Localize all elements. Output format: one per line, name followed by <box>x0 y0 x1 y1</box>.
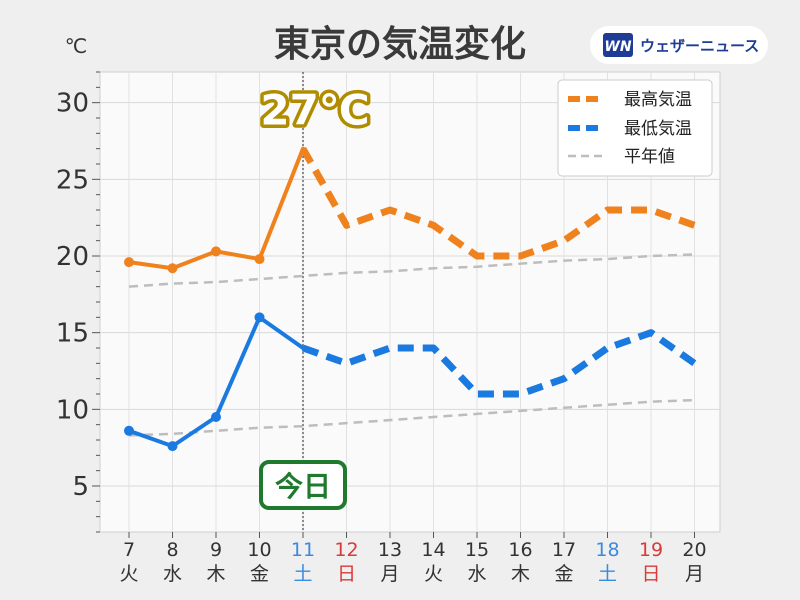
x-tick-weekday: 日 <box>641 563 660 585</box>
y-tick-label: 30 <box>56 89 89 119</box>
x-tick-weekday: 水 <box>467 563 486 585</box>
x-tick-date: 7 <box>123 539 135 561</box>
min-temp-point <box>211 412 221 422</box>
y-tick-label: 15 <box>56 319 89 349</box>
x-tick-date: 10 <box>247 539 271 561</box>
normal-max-line <box>128 253 695 288</box>
x-tick-weekday: 土 <box>293 563 312 585</box>
y-tick-label: 20 <box>56 242 89 272</box>
min-temp-point <box>124 425 134 436</box>
x-tick-date: 14 <box>421 539 445 561</box>
y-axis-ticks: 5 10 15 20 25 30 <box>56 71 100 533</box>
x-tick-weekday: 月 <box>380 563 399 585</box>
y-tick-label: 25 <box>56 165 89 195</box>
brand-logo-mark-text: WN <box>604 39 631 55</box>
x-tick-weekday: 水 <box>163 563 182 585</box>
x-tick-date: 15 <box>465 539 489 561</box>
y-axis-unit: ℃ <box>65 34 87 58</box>
series-layer <box>124 146 697 452</box>
x-tick-date: 18 <box>595 539 619 561</box>
legend-normal-label: 平年値 <box>624 147 675 167</box>
max-temp-point <box>211 246 221 257</box>
x-tick-weekday: 金 <box>250 563 269 585</box>
normal-min-line <box>128 398 695 437</box>
x-tick-date: 8 <box>166 539 178 561</box>
x-tick-date: 9 <box>210 539 222 561</box>
brand-logo-background <box>590 26 768 64</box>
x-tick-date: 11 <box>291 539 315 561</box>
x-tick-date: 20 <box>682 539 706 561</box>
max-temp-point <box>254 254 265 265</box>
y-tick-label: 10 <box>56 395 89 425</box>
legend: 最高気温 最低気温 平年値 <box>557 79 713 177</box>
x-tick-weekday: 土 <box>598 563 617 585</box>
x-tick-weekday: 火 <box>119 563 138 585</box>
brand-name: ウェザーニュース <box>640 37 759 55</box>
peak-temperature-label: 27℃ <box>260 86 369 135</box>
chart-title: 東京の気温変化 <box>274 23 526 65</box>
x-tick-weekday: 火 <box>424 563 443 585</box>
min-temp-forecast-line <box>301 329 697 398</box>
today-badge-label: 今日 <box>275 470 331 503</box>
x-tick-date: 12 <box>334 539 358 561</box>
x-tick-weekday: 金 <box>554 563 573 585</box>
y-tick-label: 5 <box>72 472 89 502</box>
brand-logo: WN ウェザーニュース <box>590 26 768 64</box>
legend-max-label: 最高気温 <box>624 90 692 110</box>
x-tick-date: 16 <box>508 539 532 561</box>
x-tick-date: 13 <box>378 539 402 561</box>
x-tick-weekday: 木 <box>206 563 225 585</box>
annotation-layer: 27℃ 今日 <box>257 82 373 510</box>
legend-min-label: 最低気温 <box>624 119 692 139</box>
max-temp-point <box>124 257 134 268</box>
min-temp-point <box>254 312 265 323</box>
x-tick-weekday: 日 <box>337 563 356 585</box>
x-tick-date: 19 <box>639 539 663 561</box>
x-tick-weekday: 月 <box>685 563 704 585</box>
min-temp-point <box>167 441 178 452</box>
brand-logo-mark <box>603 33 633 57</box>
max-temp-forecast-line <box>299 146 696 260</box>
x-tick-date: 17 <box>552 539 576 561</box>
today-badge <box>259 460 347 510</box>
x-tick-weekday: 木 <box>511 563 530 585</box>
legend-box <box>557 79 713 177</box>
max-temp-point <box>167 263 178 274</box>
